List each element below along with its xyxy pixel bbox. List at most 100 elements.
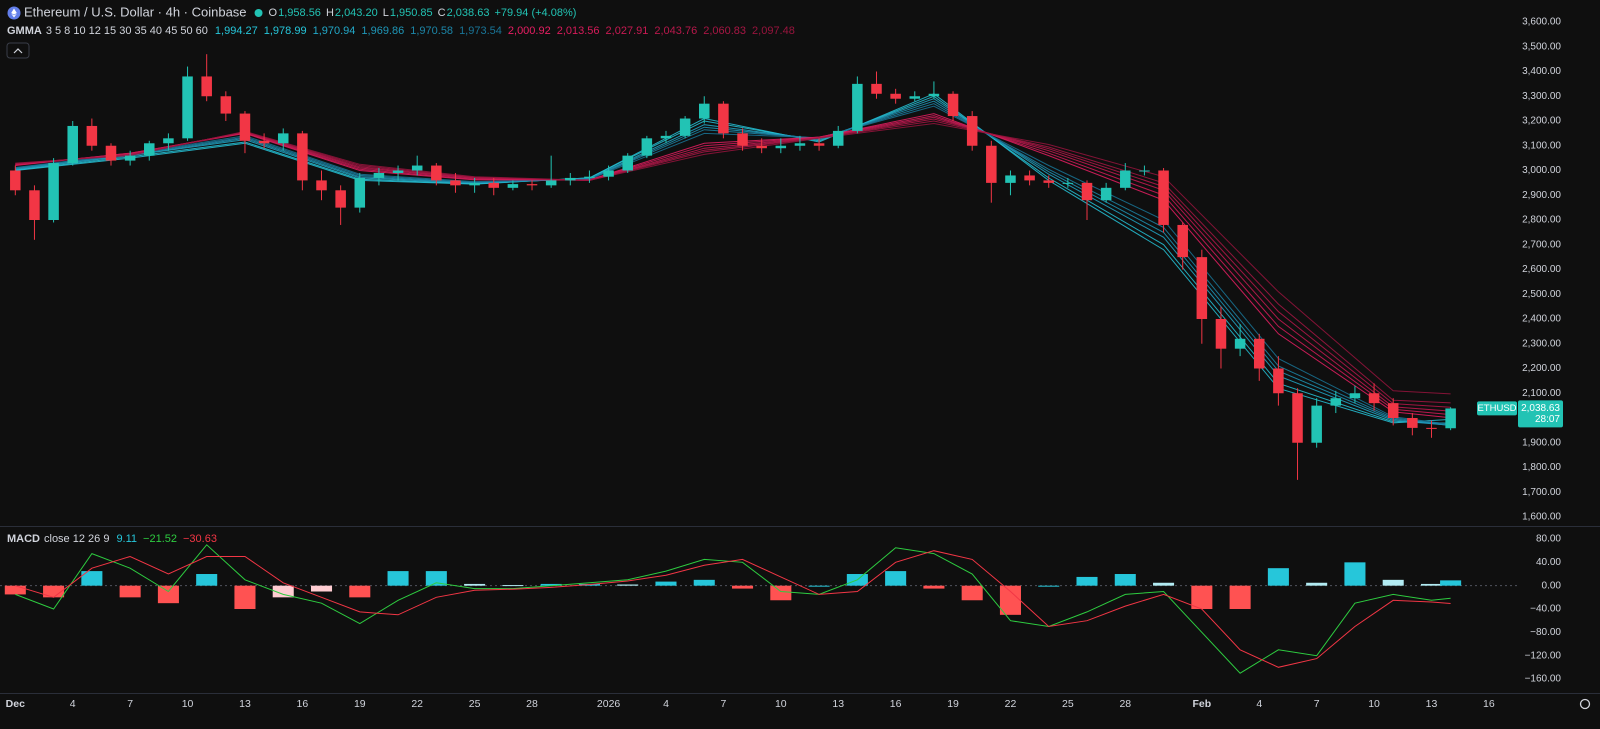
y-tick-label: 1,900.00: [1522, 437, 1561, 448]
histogram-bar: [43, 585, 65, 598]
histogram-bar: [119, 585, 141, 598]
candle-body: [909, 96, 921, 99]
histogram-bar: [655, 581, 677, 586]
indicator-readout: 2,043.76: [654, 25, 697, 37]
ohlc-value: 1,950.85: [390, 7, 433, 19]
collapse-icon[interactable]: [13, 48, 23, 54]
candle-body: [1349, 393, 1361, 399]
histogram-bar: [999, 585, 1021, 615]
x-tick-label: 10: [182, 698, 194, 710]
ohlc-value: 2,043.20: [335, 7, 378, 19]
collapse-button-frame[interactable]: [6, 42, 30, 59]
candle-body: [1024, 175, 1035, 181]
candle-body: [1196, 257, 1208, 319]
histogram-bar: [617, 584, 639, 586]
candle-body: [1215, 318, 1227, 349]
candle-body: [1407, 417, 1418, 428]
candle-body: [890, 93, 901, 99]
x-tick-label: 10: [1368, 698, 1380, 710]
y-tick-label: 2,300.00: [1522, 338, 1561, 349]
y-tick-label: 3,400.00: [1522, 66, 1561, 77]
y-tick-label: 2,200.00: [1522, 363, 1561, 374]
y-tick-label: 3,200.00: [1522, 116, 1561, 127]
histogram-bar: [1038, 585, 1060, 587]
x-tick-label: 2026: [597, 698, 621, 710]
candle-body: [832, 130, 844, 146]
candle-body: [48, 163, 59, 220]
candle-body: [526, 184, 538, 186]
x-tick-label: 25: [469, 698, 481, 710]
candle-body: [1311, 405, 1322, 443]
y-tick-label: 2,600.00: [1522, 264, 1561, 275]
histogram-bar: [387, 571, 409, 586]
indicator-readout: −21.52: [143, 533, 177, 545]
indicator-name: MACD: [7, 533, 40, 545]
candle-body: [469, 182, 480, 186]
candle-body: [679, 118, 691, 136]
candle-body: [488, 182, 500, 188]
price-tag-value: 2,038.63: [1521, 403, 1560, 414]
x-tick-label: 19: [947, 698, 959, 710]
y-tick-label: 2,100.00: [1522, 388, 1561, 399]
y-tick-label: 2,800.00: [1522, 215, 1561, 226]
indicator-readout: −30.63: [183, 533, 217, 545]
candle-body: [1120, 170, 1131, 188]
candle-body: [507, 184, 519, 188]
change-value: +79.94 (+4.08%): [494, 7, 576, 19]
candle-body: [852, 83, 863, 131]
collapse-button[interactable]: [6, 42, 30, 59]
candle-body: [392, 170, 404, 173]
histogram-bar: [464, 583, 486, 586]
histogram-bar: [196, 574, 218, 586]
histogram-bar: [1191, 585, 1213, 610]
candle-body: [1100, 187, 1112, 201]
chart-title: Ethereum / U.S. Dollar · 4h · Coinbase: [24, 4, 247, 19]
histogram-bar: [1382, 579, 1404, 586]
candle-body: [201, 76, 212, 97]
candle-body: [1330, 398, 1342, 406]
symbol-tag: [1477, 401, 1517, 416]
candle-body: [1043, 180, 1054, 183]
ohlc-value: 1,958.56: [278, 7, 321, 19]
candle-body: [431, 165, 442, 181]
candle-body: [756, 145, 767, 149]
histogram-bar: [1114, 574, 1136, 586]
histogram-bar: [1267, 568, 1289, 586]
y-tick-label: −40.00: [1530, 604, 1561, 615]
candle-body: [966, 116, 978, 146]
histogram-bar: [4, 585, 26, 595]
candle-body: [373, 172, 385, 178]
status-dot: [254, 9, 263, 17]
candle-body: [67, 125, 78, 164]
x-tick-label: 22: [1005, 698, 1017, 710]
candle-body: [239, 113, 251, 141]
candle-body: [565, 177, 576, 181]
candle-body: [641, 138, 653, 156]
candle-body: [354, 177, 366, 208]
y-tick-label: 1,600.00: [1522, 512, 1561, 523]
y-tick-label: −160.00: [1525, 674, 1562, 685]
x-tick-label: 28: [1119, 698, 1131, 710]
price-tag: [1518, 400, 1563, 428]
y-tick-label: 1,700.00: [1522, 487, 1561, 498]
candle-body: [1062, 182, 1074, 184]
y-tick-label: 0.00: [1542, 580, 1562, 591]
histogram-bar: [1306, 582, 1328, 586]
indicator-readout: 1,978.99: [264, 25, 307, 37]
candle-body: [411, 165, 423, 171]
candle-body: [1234, 338, 1246, 349]
price-tag-countdown: 28:07: [1535, 414, 1560, 425]
candle-body: [297, 133, 308, 181]
candle-body: [277, 133, 289, 144]
histogram-bar: [425, 571, 447, 586]
indicator-params: close 12 26 9: [44, 533, 109, 545]
candle-body: [182, 76, 193, 139]
histogram-bar: [770, 585, 792, 601]
histogram-bar: [693, 579, 715, 586]
ohlc-label: C: [438, 7, 446, 19]
ohlc-value: 2,038.63: [447, 7, 490, 19]
settings-icon[interactable]: [1579, 698, 1591, 710]
candle-body: [986, 145, 997, 183]
